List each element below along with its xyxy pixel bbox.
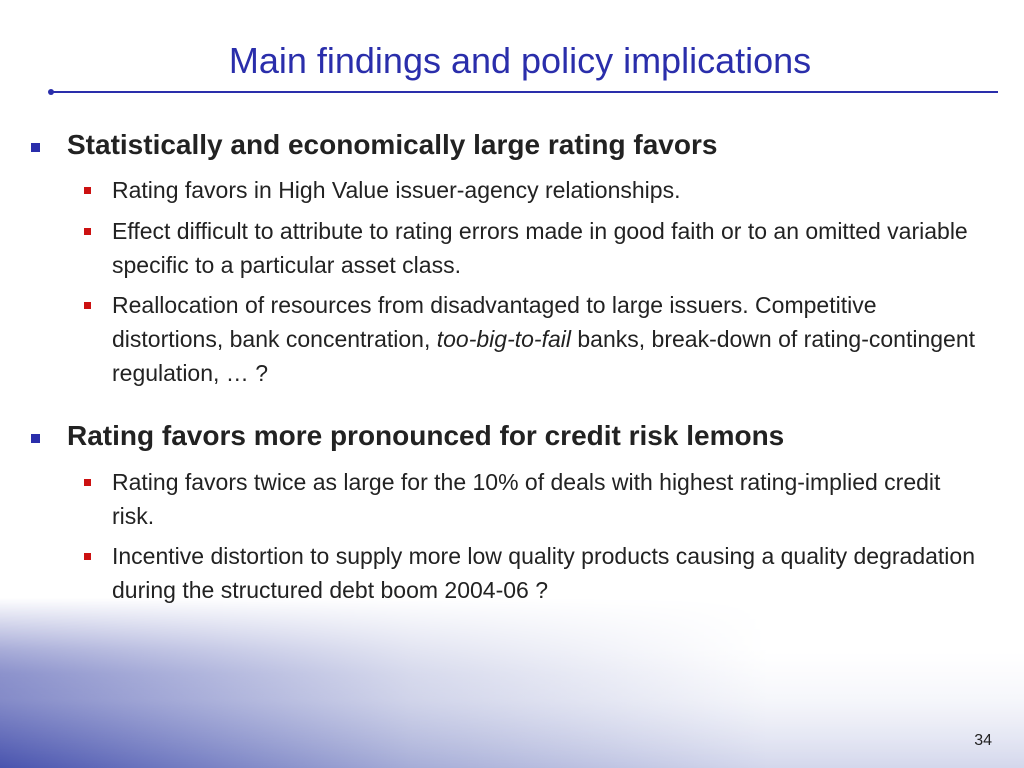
section-2-point-1-bullet xyxy=(84,479,91,486)
section-1-point-1-bullet xyxy=(84,187,91,194)
section-1-point-3-bullet xyxy=(84,302,91,309)
slide-title: Main findings and policy implications xyxy=(228,40,812,81)
point-text: Reallocation of resources from disadvant… xyxy=(112,292,877,352)
background-gradient xyxy=(0,598,1024,768)
title-rule-endcap xyxy=(48,89,54,95)
section-1-point-2: Effect difficult to attribute to rating … xyxy=(112,218,968,278)
section-1-point-2-bullet xyxy=(84,228,91,235)
section-1-point-3: Reallocation of resources from disadvant… xyxy=(112,288,982,390)
section-2-point-1: Rating favors twice as large for the 10%… xyxy=(112,469,941,529)
title-rule xyxy=(52,91,998,93)
section-2-heading: Rating favors more pronounced for credit… xyxy=(67,420,785,451)
section-1-bullet xyxy=(31,143,40,152)
section-2-point-2-bullet xyxy=(84,553,91,560)
point-emphasis: too-big-to-fail xyxy=(436,326,571,352)
section-1-point-1: Rating favors in High Value issuer-agenc… xyxy=(112,177,681,203)
page-number: 34 xyxy=(974,732,992,749)
section-2-bullet xyxy=(31,434,40,443)
point-text: banks, break-down of rating-contingent r… xyxy=(112,326,976,386)
section-2-point-2: Incentive distortion to supply more low … xyxy=(112,543,975,603)
section-1-heading: Statistically and economically large rat… xyxy=(67,129,718,160)
